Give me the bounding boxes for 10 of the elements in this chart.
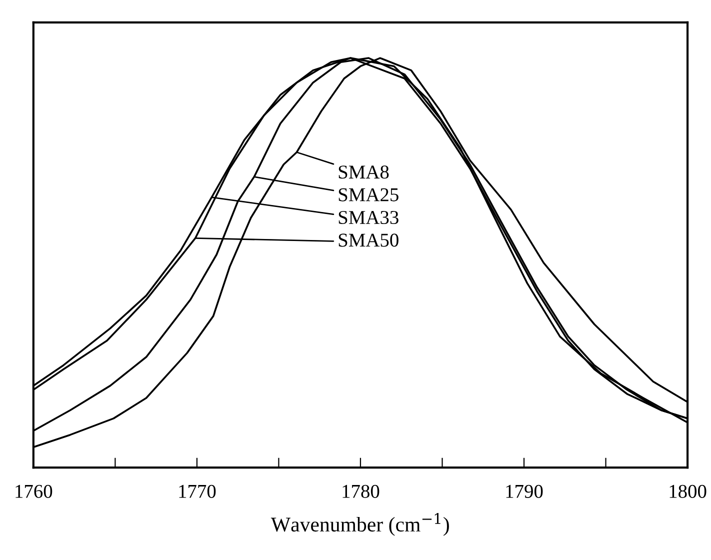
x-tick-label: 1780 [342,484,380,498]
annotation: SMA8 [338,166,389,179]
x-tick-label: 1790 [506,484,543,498]
x-axis-title: Wavenumber (cm$^{−1}$) [270,513,449,536]
x-tick-label: 1770 [179,484,216,498]
annotation: SMA50 [338,234,398,247]
annotation: SMA33 [338,210,398,224]
x-tick-label: 1760 [16,484,52,498]
x-tick-label: 1800 [670,484,706,498]
annotation: SMA25 [338,188,398,202]
